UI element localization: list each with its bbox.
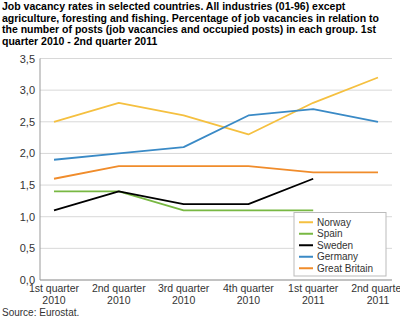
x-tick-label: 3rd quarter2010 [158,282,210,306]
legend-label: Norway [317,217,351,228]
legend-swatch [299,221,313,223]
y-tick-label: 1,0 [20,211,35,223]
x-tick-label-line: 2010 [107,294,131,306]
grid-line [40,153,392,154]
legend-label: Sweden [317,240,353,251]
x-tick-label-line: 2nd quarter [92,282,146,294]
title: Job vacancy rates in selected countries.… [2,0,379,47]
x-tick-label: 2nd quarter2011 [351,282,400,306]
y-tick-label: 2,0 [20,147,35,159]
x-tick-label-line: 1st quarter [288,282,339,294]
legend-swatch [299,233,313,235]
series-line [54,77,378,134]
plot [54,77,378,210]
series-line [54,179,313,211]
legend-swatch [299,267,313,269]
legend-box [294,213,386,277]
y-tick-label: 3,5 [20,53,35,65]
x-tick-label: 2nd quarter2010 [92,282,146,306]
legend-swatch [299,256,313,258]
series-line [54,166,378,179]
grid-line [40,58,392,59]
x-tick-label: 1st quarter2010 [29,282,80,306]
grid-line [40,121,392,122]
x-tick-label-line: 4th quarter [223,282,274,294]
legend-label: Germany [317,251,358,262]
y-tick-label: 0,5 [20,242,35,254]
source: Source: Eurostat. [2,307,79,318]
x-tick-label-line: 2010 [42,294,66,306]
y-tick-label: 1,5 [20,179,35,191]
title-line: agriculture, foresting and fishing. Perc… [2,12,379,24]
y-axis [40,59,41,281]
title-line: the number of posts (job vacancies and o… [2,23,376,35]
x-tick-label-line: 2010 [172,294,196,306]
chart: Job vacancy rates in selected countries.… [0,0,400,320]
x-tick-label-line: 1st quarter [29,282,80,294]
x-tick-label-line: 2010 [237,294,261,306]
x-tick-label-line: 2nd quarter [351,282,400,294]
title-line: quarter 2010 - 2nd quarter 2011 [2,35,157,47]
x-tick-label-line: 3rd quarter [158,282,210,294]
x-tick-label-line: 2011 [367,294,390,306]
grid-line [40,90,392,91]
legend-label: Great Britain [317,263,373,274]
y-tick-label: 3,0 [20,84,35,96]
legend-swatch [299,244,313,246]
series-line [54,109,378,160]
title-line: Job vacancy rates in selected countries.… [2,0,346,12]
x-tick-label: 4th quarter2010 [223,282,274,306]
x-tick-label: 1st quarter2011 [288,282,339,306]
legend-label: Spain [317,228,343,239]
x-tick-label-line: 2011 [302,294,325,306]
y-tick-label: 2,5 [20,116,35,128]
grid-line [40,280,392,281]
x-axis [40,280,392,281]
grid-line [40,185,392,186]
